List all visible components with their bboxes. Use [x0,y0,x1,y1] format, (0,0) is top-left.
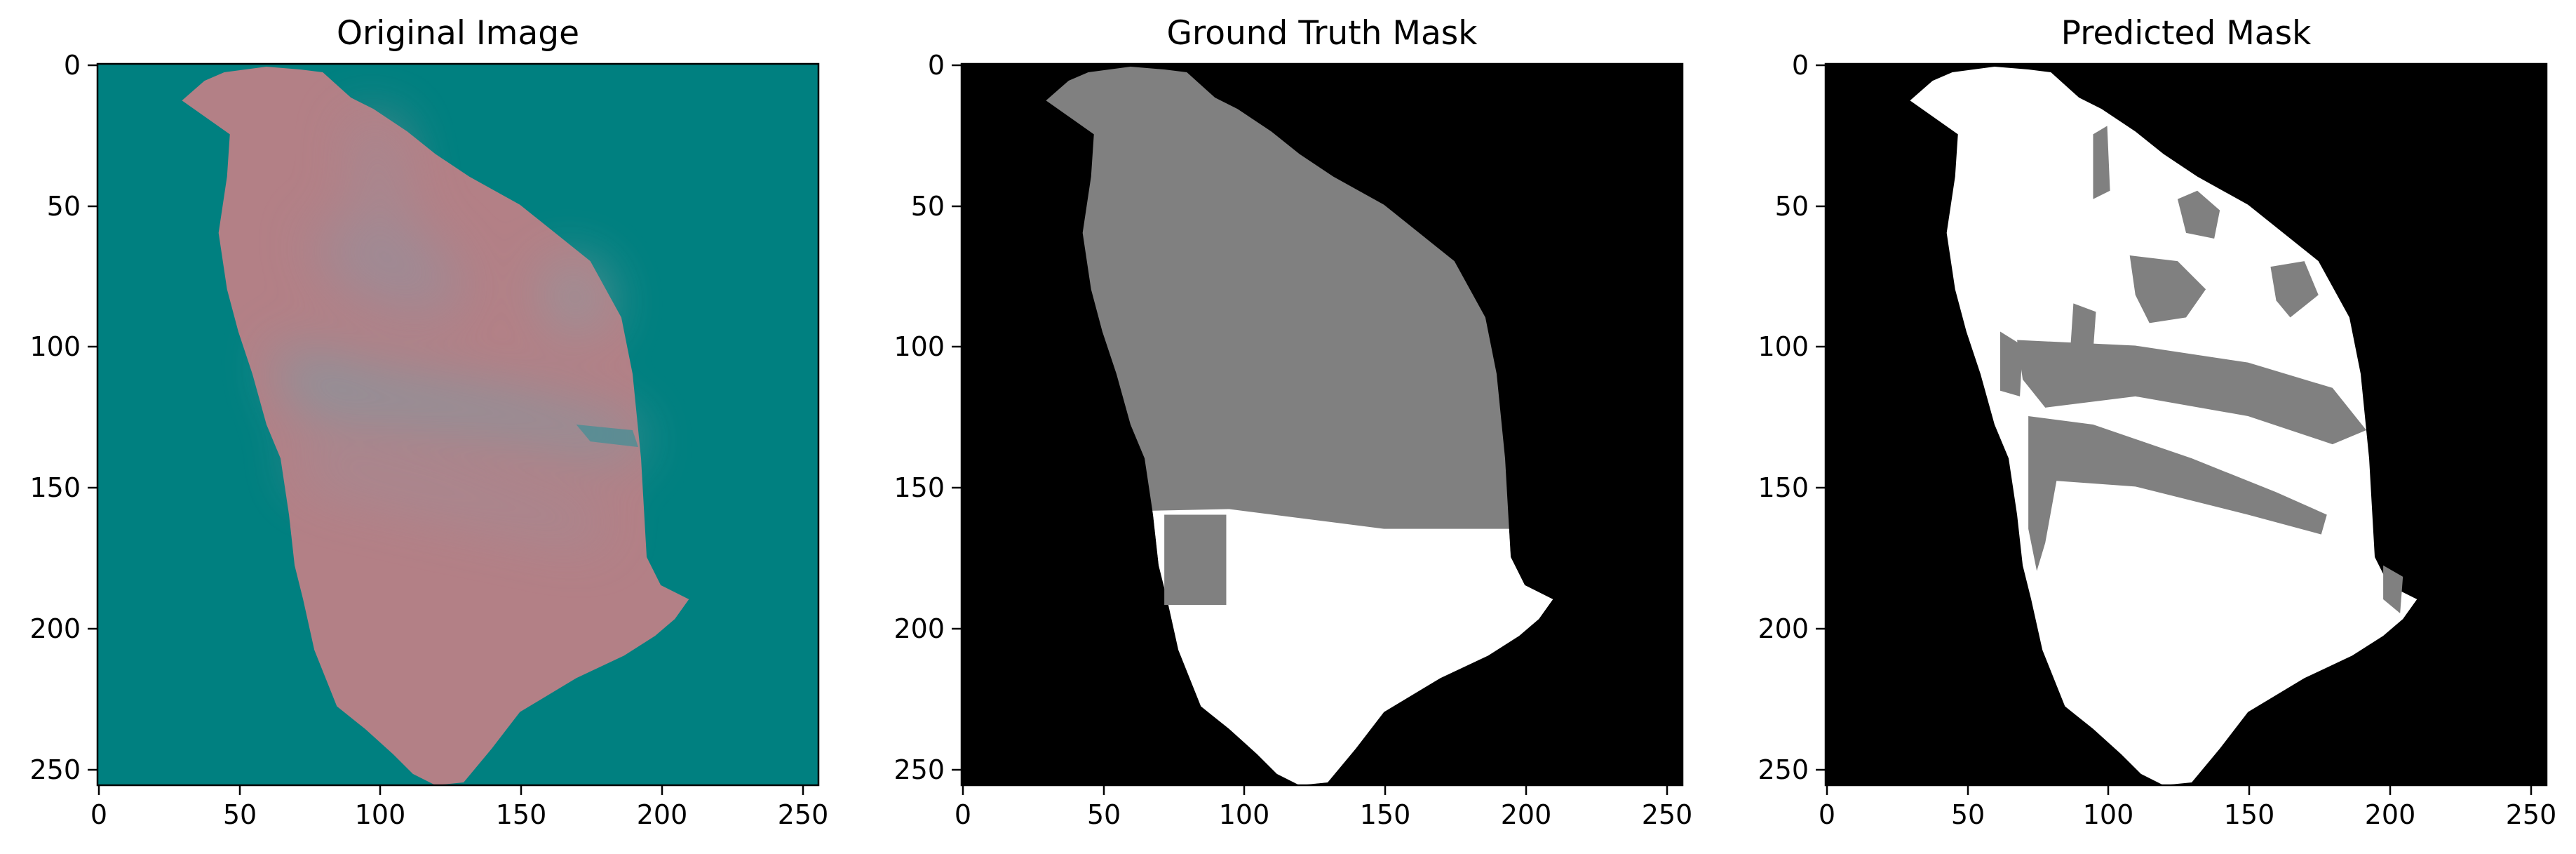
y-tick-label: 200 [893,613,945,644]
x-tick-label: 0 [90,799,107,830]
x-axis: 0 50 100 150 200 250 [1819,785,2556,830]
x-tick-label: 200 [2365,799,2416,830]
axes-frame [960,62,1684,787]
y-tick-label: 50 [1775,191,1809,222]
y-axis: 0 50 100 150 200 250 [29,50,97,785]
x-tick-label: 250 [778,799,829,830]
x-tick-label: 50 [1951,799,1985,830]
x-tick-label: 100 [355,799,406,830]
y-tick-label: 100 [29,331,81,362]
panel-title: Predicted Mask [2061,14,2312,53]
x-axis: 0 50 100 150 200 250 [955,785,1692,830]
y-tick-label: 250 [893,754,945,785]
x-tick-label: 100 [2083,799,2134,830]
y-tick-label: 200 [29,613,81,644]
y-tick-label: 50 [47,191,81,222]
y-axis: 0 50 100 150 200 250 [1758,50,1826,785]
y-tick-label: 200 [1758,613,1809,644]
x-tick-label: 200 [1501,799,1552,830]
x-tick-label: 0 [955,799,971,830]
y-tick-label: 50 [911,191,945,222]
y-tick-label: 100 [893,331,945,362]
x-tick-label: 250 [2506,799,2557,830]
x-tick-label: 50 [1087,799,1121,830]
predicted-image [1826,64,2547,785]
panel-predicted-mask: Predicted Mask [1758,14,2556,830]
y-tick-label: 250 [1758,754,1809,785]
x-tick-label: 150 [496,799,547,830]
y-tick-label: 0 [64,50,81,81]
y-tick-label: 150 [893,472,945,503]
x-tick-label: 50 [223,799,257,830]
y-tick-label: 100 [1758,331,1809,362]
x-tick-label: 0 [1819,799,1835,830]
y-tick-label: 150 [29,472,81,503]
x-tick-label: 200 [637,799,688,830]
y-tick-label: 0 [928,50,945,81]
x-tick-label: 150 [2224,799,2275,830]
panel-title: Ground Truth Mask [1167,14,1478,53]
axes-frame [1824,62,2548,787]
y-tick-label: 0 [1792,50,1809,81]
y-tick-label: 150 [1758,472,1809,503]
original-image [97,64,818,785]
axes-frame [96,62,820,787]
x-axis: 0 50 100 150 200 250 [90,785,828,830]
panel-original-image: Original Image 0 [29,14,828,830]
x-tick-label: 150 [1360,799,1411,830]
x-tick-label: 100 [1219,799,1270,830]
y-axis: 0 50 100 150 200 250 [893,50,962,785]
panel-ground-truth-mask: Ground Truth Mask 0 50 100 150 2 [893,14,1692,830]
panel-title: Original Image [337,14,579,53]
tissue-bands [271,120,638,543]
ground-truth-image [962,64,1683,785]
x-tick-label: 250 [1642,799,1693,830]
y-tick-label: 250 [29,754,81,785]
mask-class-gray [2000,126,2403,614]
